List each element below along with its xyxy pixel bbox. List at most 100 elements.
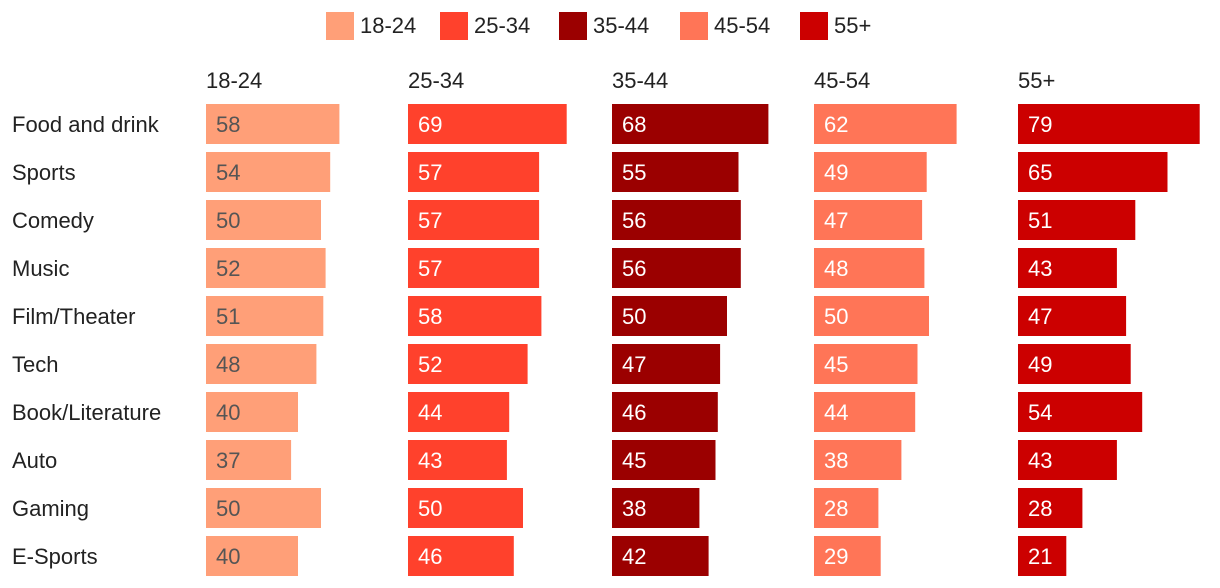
bar-label-35-44-music: 56	[622, 256, 646, 281]
bar-18-24-food-and-drink	[206, 104, 340, 144]
bar-45-54-gaming	[814, 488, 879, 528]
bar-label-18-24-food-and-drink: 58	[216, 112, 240, 137]
bar-35-44-e-sports	[612, 536, 709, 576]
category-labels: Food and drink Sports Comedy Music Film/Thea…	[12, 112, 161, 569]
bar-label-45-54-gaming: 28	[824, 496, 848, 521]
bar-45-54-tech	[814, 344, 918, 384]
bar-45-54-comedy	[814, 200, 923, 240]
category-label-film-theater: Film/Theater	[12, 304, 135, 329]
category-label-food-and-drink: Food and drink	[12, 112, 160, 137]
bar-label-25-34-auto: 43	[418, 448, 442, 473]
bar-label-18-24-auto: 37	[216, 448, 240, 473]
bar-45-54-food-and-drink	[814, 104, 957, 144]
bar-35-44-film-theater	[612, 296, 727, 336]
bar-label-25-34-food-and-drink: 69	[418, 112, 442, 137]
bar-35-44-food-and-drink	[612, 104, 769, 144]
category-label-sports: Sports	[12, 160, 76, 185]
bar-label-45-54-sports: 49	[824, 160, 848, 185]
panel-title-35-44: 35-44	[612, 68, 668, 93]
bar-label-55plus-comedy: 51	[1028, 208, 1052, 233]
bar-label-45-54-e-sports: 29	[824, 544, 848, 569]
bar-25-34-auto	[408, 440, 507, 480]
bar-label-18-24-book-literature: 40	[216, 400, 240, 425]
legend-item-25-34: 25-34	[440, 12, 530, 40]
bar-18-24-tech	[206, 344, 317, 384]
bar-45-54-book-literature	[814, 392, 916, 432]
bar-55plus-e-sports	[1018, 536, 1067, 576]
bar-label-55plus-auto: 43	[1028, 448, 1052, 473]
bar-label-45-54-food-and-drink: 62	[824, 112, 848, 137]
panel-35-44: 35-44 68 55 56 56 50 47 46 45 38 42	[612, 68, 769, 576]
legend-swatch-45-54	[680, 12, 708, 40]
bar-label-35-44-book-literature: 46	[622, 400, 646, 425]
bar-label-55plus-music: 43	[1028, 256, 1052, 281]
bar-label-18-24-e-sports: 40	[216, 544, 240, 569]
bar-18-24-film-theater	[206, 296, 324, 336]
legend-label-25-34: 25-34	[474, 13, 530, 38]
bar-55plus-gaming	[1018, 488, 1083, 528]
bar-label-55plus-film-theater: 47	[1028, 304, 1052, 329]
bar-label-35-44-tech: 47	[622, 352, 646, 377]
bar-35-44-gaming	[612, 488, 700, 528]
bar-18-24-auto	[206, 440, 292, 480]
bar-35-44-music	[612, 248, 741, 288]
panel-45-54: 45-54 62 49 47 48 50 45 44 38 28 29	[814, 68, 957, 576]
bar-18-24-comedy	[206, 200, 321, 240]
legend-swatch-25-34	[440, 12, 468, 40]
bar-label-18-24-film-theater: 51	[216, 304, 240, 329]
bar-45-54-sports	[814, 152, 927, 192]
bar-25-34-film-theater	[408, 296, 542, 336]
bar-label-25-34-sports: 57	[418, 160, 442, 185]
category-label-book-literature: Book/Literature	[12, 400, 161, 425]
panel-title-55plus: 55+	[1018, 68, 1055, 93]
bar-35-44-book-literature	[612, 392, 718, 432]
legend-swatch-55plus	[800, 12, 828, 40]
legend-swatch-18-24	[326, 12, 354, 40]
bar-55plus-sports	[1018, 152, 1168, 192]
bar-55plus-music	[1018, 248, 1117, 288]
bar-45-54-film-theater	[814, 296, 929, 336]
bar-label-55plus-food-and-drink: 79	[1028, 112, 1052, 137]
bar-label-35-44-comedy: 56	[622, 208, 646, 233]
bar-label-55plus-gaming: 28	[1028, 496, 1052, 521]
bar-25-34-sports	[408, 152, 540, 192]
bar-18-24-e-sports	[206, 536, 298, 576]
bar-label-25-34-film-theater: 58	[418, 304, 442, 329]
bar-label-25-34-gaming: 50	[418, 496, 442, 521]
bar-label-18-24-music: 52	[216, 256, 240, 281]
bar-label-35-44-e-sports: 42	[622, 544, 646, 569]
bar-label-35-44-auto: 45	[622, 448, 646, 473]
bar-label-45-54-tech: 45	[824, 352, 848, 377]
legend-item-45-54: 45-54	[680, 12, 770, 40]
bar-label-35-44-gaming: 38	[622, 496, 646, 521]
bar-label-55plus-sports: 65	[1028, 160, 1052, 185]
category-label-music: Music	[12, 256, 69, 281]
category-label-tech: Tech	[12, 352, 58, 377]
bar-label-35-44-sports: 55	[622, 160, 646, 185]
bar-label-25-34-comedy: 57	[418, 208, 442, 233]
category-label-gaming: Gaming	[12, 496, 89, 521]
panel-title-45-54: 45-54	[814, 68, 870, 93]
bar-18-24-book-literature	[206, 392, 298, 432]
legend-label-45-54: 45-54	[714, 13, 770, 38]
bar-label-25-34-tech: 52	[418, 352, 442, 377]
bar-label-25-34-music: 57	[418, 256, 442, 281]
bar-label-25-34-e-sports: 46	[418, 544, 442, 569]
bar-label-18-24-gaming: 50	[216, 496, 240, 521]
panel-title-25-34: 25-34	[408, 68, 464, 93]
panel-title-18-24: 18-24	[206, 68, 262, 93]
bar-55plus-book-literature	[1018, 392, 1143, 432]
bar-55plus-food-and-drink	[1018, 104, 1200, 144]
bar-55plus-film-theater	[1018, 296, 1127, 336]
bar-label-35-44-food-and-drink: 68	[622, 112, 646, 137]
bar-25-34-e-sports	[408, 536, 514, 576]
bar-label-45-54-book-literature: 44	[824, 400, 848, 425]
bar-label-55plus-tech: 49	[1028, 352, 1052, 377]
bar-18-24-gaming	[206, 488, 321, 528]
legend-item-55plus: 55+	[800, 12, 871, 40]
bar-label-18-24-tech: 48	[216, 352, 240, 377]
bar-25-34-food-and-drink	[408, 104, 567, 144]
bar-label-45-54-auto: 38	[824, 448, 848, 473]
legend-label-35-44: 35-44	[593, 13, 649, 38]
